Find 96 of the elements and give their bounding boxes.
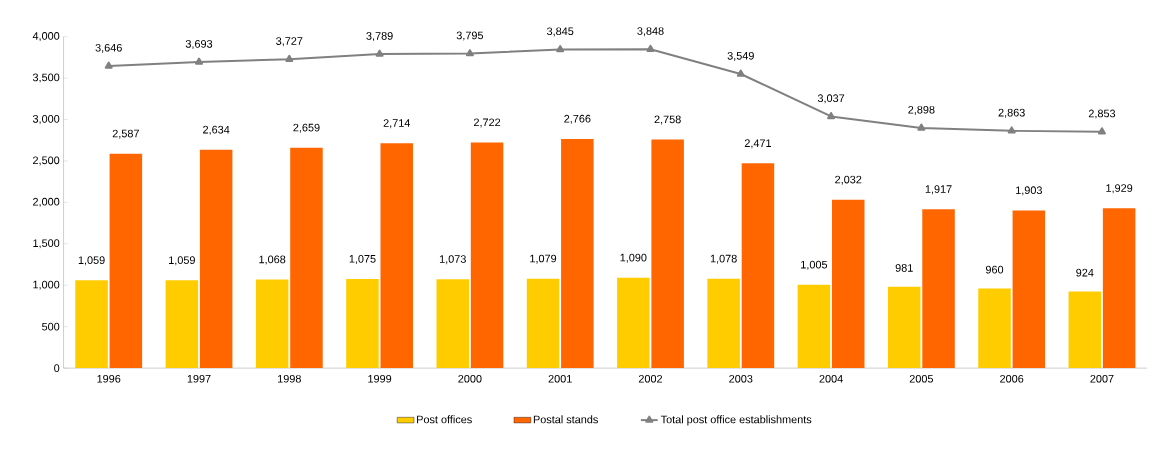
y-tick-label: 2,500 [33, 156, 60, 166]
point [1007, 126, 1016, 134]
x-tick-label: 2005 [909, 374, 934, 383]
data-label: 2,659 [293, 123, 320, 133]
point [1097, 127, 1106, 135]
y-tick-label: 1,500 [33, 239, 60, 249]
y-tick-label: 4,000 [32, 32, 60, 42]
bar [75, 280, 108, 369]
data-label: 2,722 [473, 118, 501, 128]
bar [1012, 210, 1046, 369]
x-tick-label: 2000 [458, 374, 482, 383]
data-label: 1,929 [1106, 184, 1133, 194]
data-label: 2,714 [383, 119, 411, 129]
data-label: 2,863 [998, 108, 1025, 118]
point [285, 54, 294, 62]
data-label: 1,059 [169, 256, 195, 266]
bar [436, 279, 469, 369]
point [465, 49, 474, 57]
data-label: 1,073 [439, 255, 466, 265]
data-label: 2,587 [112, 129, 139, 139]
data-label: 3,845 [546, 27, 574, 37]
y-tick-label: 0 [54, 364, 60, 372]
bar [290, 147, 323, 369]
data-label: 3,789 [366, 31, 393, 41]
data-label: 2,766 [564, 114, 591, 124]
data-label: 1,079 [530, 254, 557, 264]
x-tick-label: 1999 [368, 374, 392, 383]
x-tick-label: 2003 [729, 374, 753, 383]
bar [470, 142, 504, 369]
data-label: 1,068 [259, 255, 286, 265]
legend-label: Postal stands [533, 415, 598, 424]
bar [707, 278, 740, 369]
data-label: 1,078 [710, 254, 737, 264]
data-label: 1,903 [1016, 186, 1042, 196]
data-label: 3,037 [817, 94, 845, 104]
data-label: 3,646 [95, 43, 122, 53]
bar [255, 279, 289, 369]
bar [165, 280, 199, 369]
point [104, 61, 113, 69]
bar [199, 149, 233, 369]
legend-label: Total post office establishments [660, 415, 812, 426]
point [827, 111, 836, 120]
point [195, 57, 203, 65]
bar [797, 284, 831, 369]
bar [978, 288, 1011, 369]
bar [1068, 291, 1102, 369]
data-label: 3,549 [727, 51, 754, 61]
data-label: 2,898 [908, 105, 935, 115]
x-tick-label: 2007 [1090, 374, 1114, 383]
data-label: 981 [895, 263, 913, 272]
point [556, 44, 565, 53]
bar [109, 153, 143, 369]
data-label: 2,471 [744, 139, 772, 149]
x-tick-label: 1998 [278, 374, 301, 383]
x-tick-label: 1997 [187, 374, 211, 383]
data-label: 2,032 [835, 175, 862, 185]
data-label: 1,059 [78, 256, 105, 266]
point [917, 123, 926, 131]
point [646, 44, 655, 52]
x-tick-label: 2006 [1000, 374, 1024, 383]
data-label: 3,848 [637, 27, 664, 37]
y-tick-label: 2,000 [33, 197, 60, 207]
data-label: 1,075 [349, 254, 376, 264]
data-label: 1,005 [801, 260, 828, 270]
bar [887, 286, 921, 369]
bar [561, 138, 594, 369]
data-label: 2,634 [203, 125, 230, 135]
bar [1102, 208, 1136, 369]
bar [380, 143, 414, 369]
x-tick-label: 1996 [97, 374, 121, 383]
point [736, 69, 745, 77]
legend-label: Post offices [417, 415, 472, 424]
bar [741, 163, 775, 369]
y-tick-label: 1,000 [33, 280, 60, 290]
y-tick-label: 500 [42, 322, 60, 331]
bar [617, 277, 650, 369]
bar [922, 209, 955, 369]
x-tick-label: 2002 [638, 374, 663, 383]
data-label: 960 [985, 265, 1004, 274]
bar [651, 139, 684, 369]
bar [831, 199, 865, 369]
data-label: 924 [1076, 268, 1094, 277]
data-label: 1,090 [620, 253, 647, 263]
point [375, 49, 384, 57]
data-label: 2,853 [1088, 109, 1116, 119]
data-label: 3,795 [456, 31, 484, 41]
data-label: 1,917 [925, 185, 952, 195]
bar [526, 278, 560, 369]
data-label: 3,727 [276, 37, 303, 47]
y-tick-label: 3,500 [32, 73, 60, 83]
bar [346, 278, 379, 369]
y-tick-label: 3,000 [32, 114, 60, 124]
x-tick-label: 2004 [819, 374, 843, 383]
data-label: 2,758 [654, 115, 681, 125]
x-tick-label: 2001 [548, 374, 572, 383]
data-label: 3,693 [185, 39, 213, 49]
